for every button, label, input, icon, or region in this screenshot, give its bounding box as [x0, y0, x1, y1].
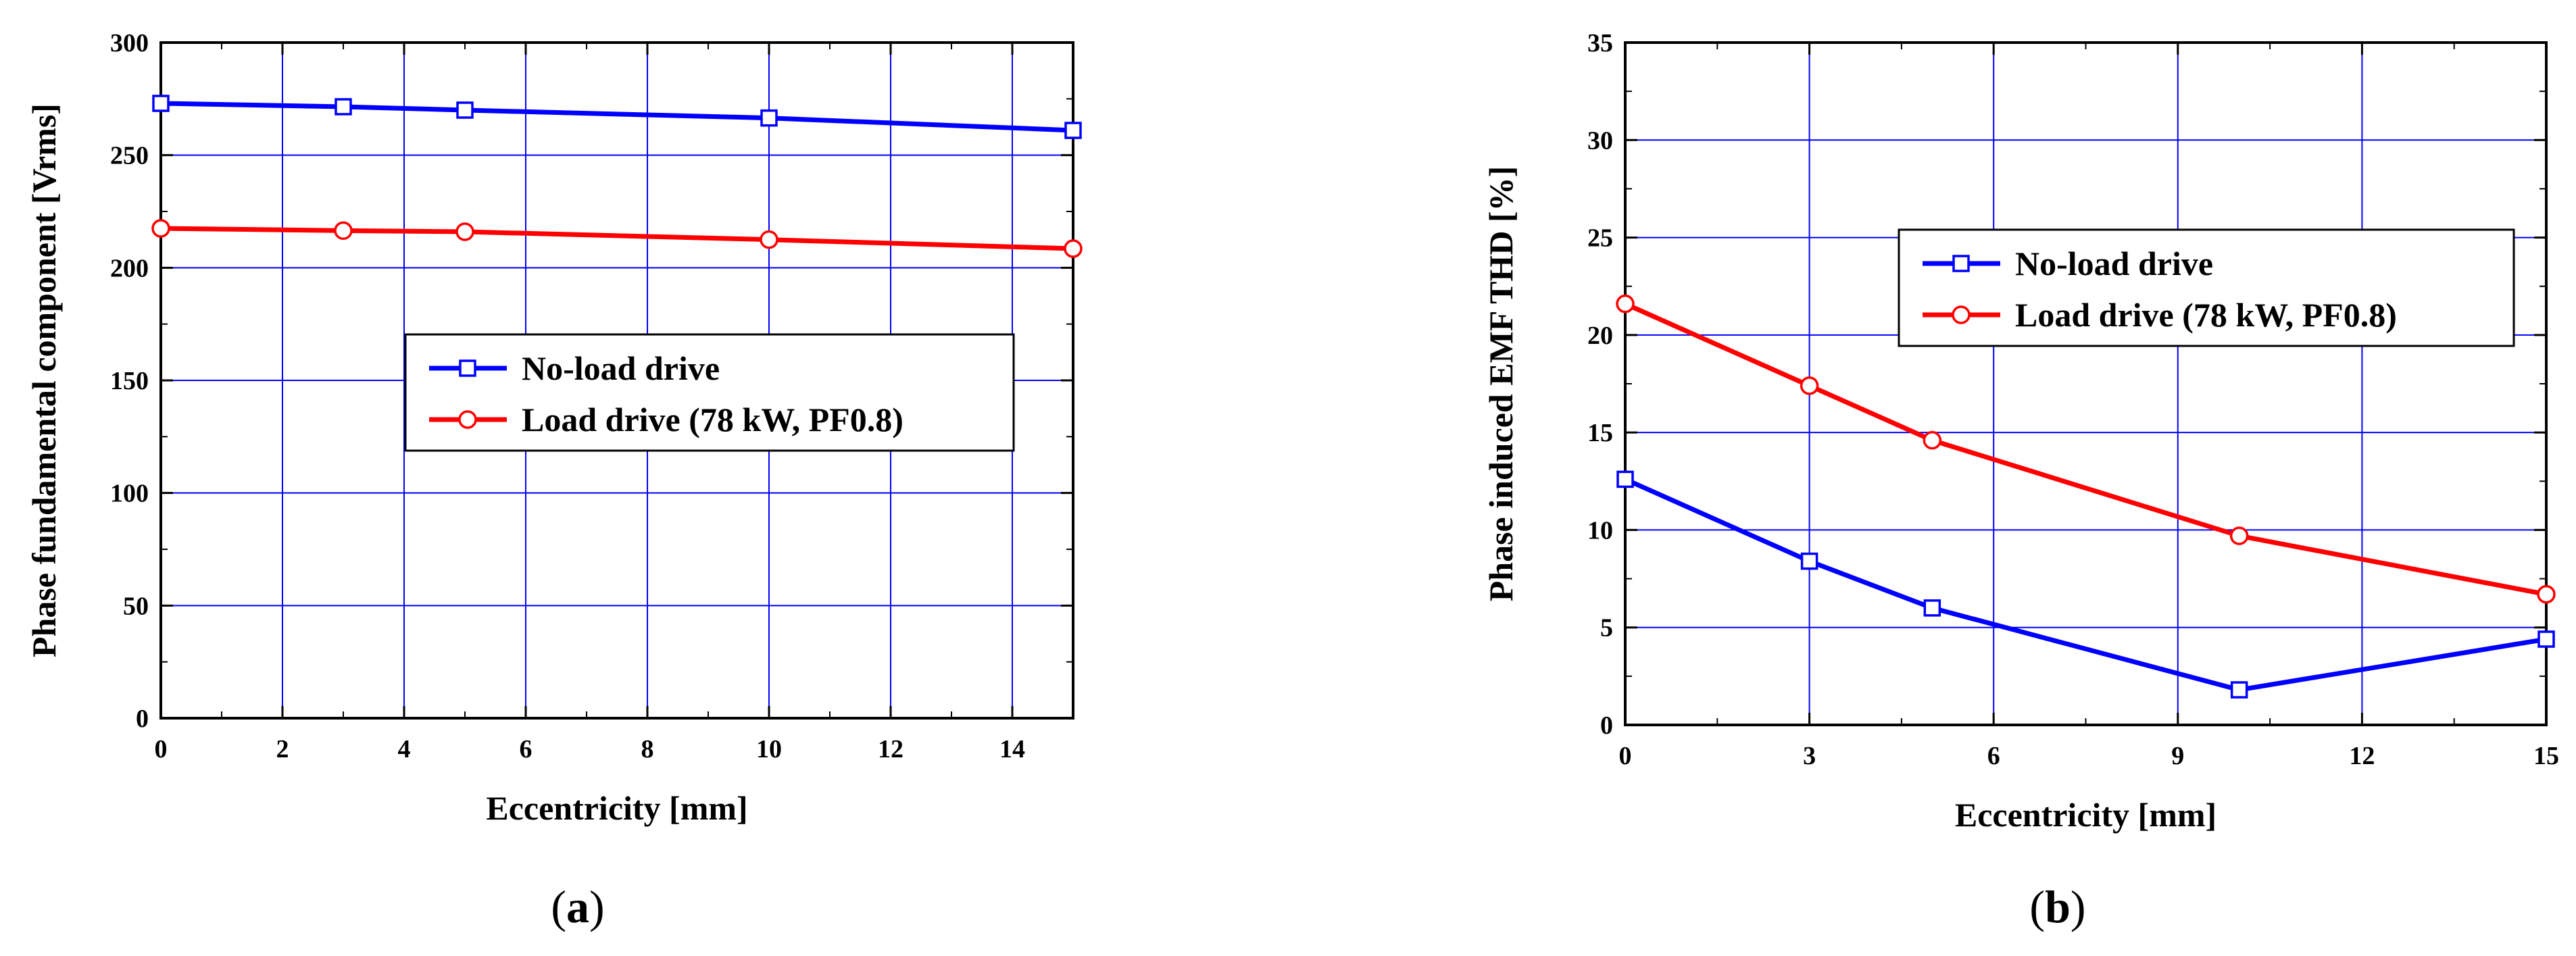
data-point [1616, 294, 1635, 313]
data-point [2537, 584, 2556, 604]
chart-a: 0 2 4 6 8 10 12 14 0 50 100 150 200 250 300 Eccentricit… [25, 29, 1083, 932]
y-tick-label: 20 [1587, 322, 1613, 350]
y-tick-label: 200 [110, 254, 149, 282]
y-tick-label: 30 [1587, 126, 1613, 155]
x-axis-title: Eccentricity [mm] [486, 789, 747, 827]
x-tick-label: 8 [641, 735, 654, 763]
data-point [1616, 470, 1634, 488]
legend-marker [1952, 305, 1971, 324]
legend-marker [1952, 255, 1970, 272]
data-point [1800, 376, 1819, 395]
y-tick-label: 100 [110, 480, 149, 508]
y-tick-label: 10 [1587, 516, 1613, 545]
series-line [160, 226, 1074, 251]
legend-label: No-load drive [522, 349, 720, 387]
legend-marker [458, 410, 477, 429]
legend-label: Load drive (78 kW, PF0.8) [522, 401, 903, 438]
x-tick-label: 12 [2349, 742, 2375, 770]
x-tick-label: 12 [878, 735, 903, 763]
legend-label: Load drive (78 kW, PF0.8) [2015, 296, 2397, 334]
panel-label: (a) [551, 881, 604, 932]
y-tick-label: 0 [1600, 711, 1613, 740]
data-point [2229, 526, 2249, 545]
data-point [334, 221, 353, 241]
x-tick-label: 2 [276, 735, 289, 763]
data-point [2537, 630, 2555, 648]
legend-box [404, 333, 1015, 452]
data-point [152, 95, 170, 112]
y-tick-label: 5 [1600, 614, 1613, 643]
y-axis-title: Phase induced EMF THD [%] [1482, 166, 1520, 601]
y-tick-label: 150 [110, 367, 149, 395]
data-point [1064, 239, 1083, 258]
x-tick-label: 15 [2533, 742, 2559, 770]
x-tick-label: 6 [1987, 742, 2000, 770]
chart-b: 0 3 6 9 12 15 0 5 10 15 20 25 30 35 Eccentricity [mm] P… [1482, 29, 2559, 932]
x-tick-label: 9 [2171, 742, 2184, 770]
y-tick-label: 15 [1587, 419, 1613, 447]
plot-frame [1624, 41, 2548, 726]
x-tick-label: 3 [1803, 742, 1816, 770]
data-point [1800, 552, 1818, 570]
data-point [760, 230, 778, 249]
y-tick-label: 0 [136, 705, 149, 733]
x-tick-label: 10 [756, 735, 782, 763]
data-point [1923, 430, 1942, 450]
series-line [160, 101, 1074, 133]
y-tick-label: 35 [1587, 29, 1613, 57]
y-tick-label: 250 [110, 142, 149, 170]
x-tick-label: 0 [1619, 742, 1632, 770]
x-tick-label: 4 [398, 735, 411, 763]
x-tick-label: 6 [520, 735, 532, 763]
legend-box [1898, 228, 2515, 347]
legend-marker [459, 359, 476, 377]
data-point [151, 219, 170, 238]
data-point [760, 109, 778, 127]
panel-label: (b) [2029, 881, 2085, 932]
x-tick-label: 0 [155, 735, 168, 763]
legend-label: No-load drive [2015, 245, 2213, 282]
data-point [456, 101, 474, 119]
data-point [455, 222, 474, 241]
data-point [1923, 599, 1941, 617]
x-axis-title: Eccentricity [mm] [1955, 796, 2216, 834]
y-axis-title: Phase fundamental component [Vrms] [25, 103, 63, 657]
data-point [1064, 122, 1082, 139]
y-tick-label: 25 [1587, 224, 1613, 253]
y-tick-label: 300 [110, 29, 149, 57]
series-line [1624, 301, 2547, 597]
series-line [1624, 477, 2547, 693]
y-tick-label: 50 [123, 592, 149, 620]
x-tick-label: 14 [999, 735, 1025, 763]
data-point [2230, 681, 2248, 699]
data-point [335, 98, 352, 116]
